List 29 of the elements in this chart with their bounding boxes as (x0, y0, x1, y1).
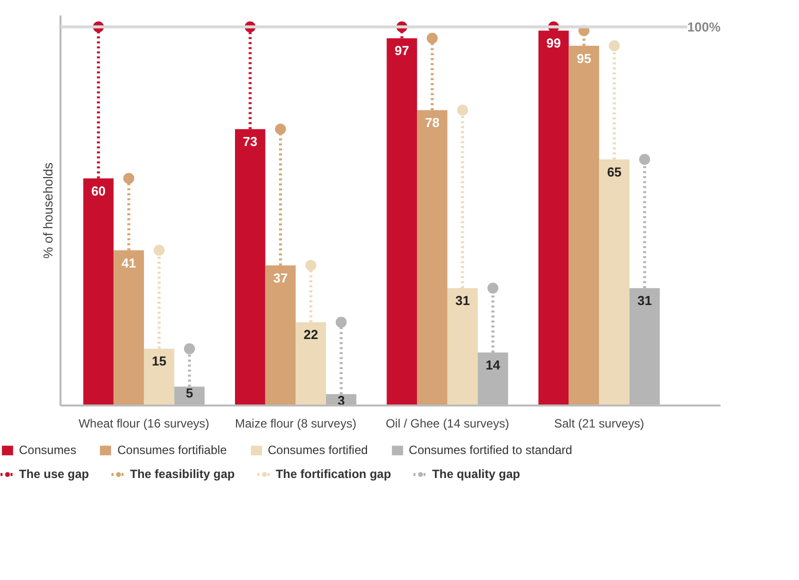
legend-label: Consumes fortified (268, 443, 368, 457)
data-label: 60 (91, 183, 106, 198)
data-label: 22 (304, 327, 318, 342)
legend-label: Consumes fortified to standard (408, 443, 572, 457)
data-label: 95 (576, 50, 592, 66)
ref-line-label: 100% (687, 19, 721, 34)
x-tick-label: Oil / Ghee (14 surveys) (386, 416, 510, 430)
data-label: 73 (242, 134, 258, 150)
legend-label: The quality gap (432, 467, 520, 481)
data-label: 37 (273, 270, 288, 286)
data-label: 14 (486, 357, 501, 372)
data-label: 78 (424, 115, 440, 130)
data-label: 31 (455, 293, 470, 308)
y-axis-title: % of households (40, 162, 56, 259)
legend-label: Consumes fortifiable (117, 443, 227, 457)
data-label: 65 (607, 164, 622, 180)
legend-label: The feasibility gap (130, 467, 235, 481)
data-label: 97 (394, 43, 410, 58)
x-tick-label: Maize flour (8 surveys) (234, 416, 356, 430)
data-label: 15 (152, 354, 166, 369)
data-label: 31 (637, 293, 652, 308)
x-tick-label: Wheat flour (16 surveys) (78, 416, 210, 430)
x-tick-label: Salt (21 surveys) (554, 416, 644, 430)
legend-label: Consumes (19, 443, 76, 457)
data-label: 99 (546, 36, 561, 51)
data-label: 41 (122, 255, 136, 270)
legend-label: The use gap (19, 467, 90, 481)
legend-label: The fortification gap (276, 467, 392, 481)
data-label: 5 (186, 386, 194, 401)
